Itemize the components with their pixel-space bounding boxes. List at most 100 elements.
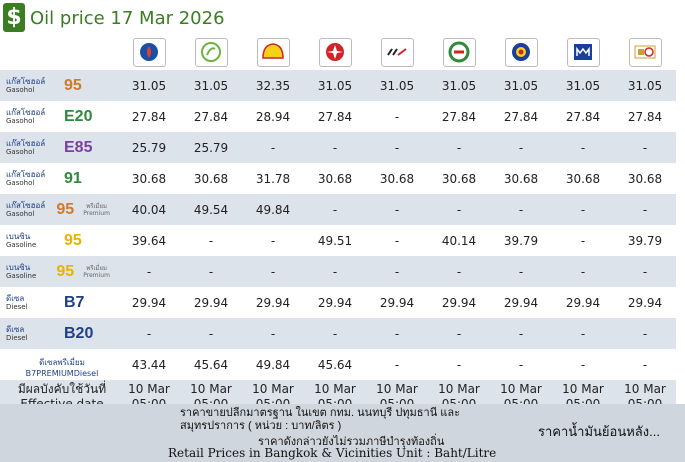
price-cell: 49.84 (255, 357, 291, 372)
fuel-grade: 95 (64, 231, 82, 249)
fuel-name: แก๊สโซฮอล์ Gasohol (6, 170, 64, 188)
fuel-thai-name: เบนซิน (6, 262, 31, 272)
price-cell: - (580, 233, 586, 248)
price-cell: - (304, 256, 366, 287)
price-cell: 29.94 (131, 295, 167, 310)
caltex-logo-icon (318, 37, 352, 67)
effective-date: 10 Mar (562, 382, 604, 396)
price-cell: - (180, 256, 242, 287)
price-cell: 31.05 (304, 70, 366, 101)
fuel-eng-name: B7PREMIUMDiesel (25, 368, 99, 378)
rangsit-logo-icon (628, 37, 662, 67)
effective-label-thai: มีผลบังคับใช้วันที่ (17, 382, 107, 396)
fuel-label: แก๊สโซฮอล์ Gasohol 91 (0, 163, 118, 194)
fuel-badge: แก๊สโซฮอล์ Gasohol 95 พรีเมี่ยม Premium (0, 194, 118, 225)
price-cell: 27.84 (441, 109, 477, 124)
fuel-label: เบนซิน Gasoline 95 (0, 225, 118, 256)
fuel-grade: 91 (64, 169, 82, 187)
effective-date: 10 Mar (314, 382, 356, 396)
fuel-thai-name: แก๊สโซฮอล์ (6, 169, 46, 179)
brand-cell (304, 34, 366, 70)
fuel-name: แก๊สโซฮอล์ Gasohol (6, 77, 64, 95)
fuel-eng-name: Gasohol (6, 85, 35, 94)
fuel-badge: แก๊สโซฮอล์ Gasohol E85 (0, 132, 118, 163)
price-cell: 31.05 (180, 70, 242, 101)
price-cell: 45.64 (317, 357, 353, 372)
price-cell: 40.14 (441, 233, 477, 248)
brand-cell (552, 34, 614, 70)
irpc-logo-icon (380, 37, 414, 67)
fuel-name: ดีเซล Diesel (6, 294, 64, 312)
fuel-thai-name: ดีเซลพรีเมี่ยม (39, 357, 85, 367)
fuel-thai-name: แก๊สโซฮอล์ (6, 138, 46, 148)
fuel-eng-name: Gasoline (6, 271, 37, 280)
price-cell: - (490, 318, 552, 349)
header: $ Oil price 17 Mar 2026 (0, 0, 685, 36)
price-cell: 25.79 (118, 132, 180, 163)
price-cell: - (118, 318, 180, 349)
price-cell: - (614, 318, 676, 349)
price-cell: 31.05 (490, 70, 552, 101)
brand-cell (180, 34, 242, 70)
effective-date: 10 Mar (438, 382, 480, 396)
footer-note-tax: ราคาดังกล่าวยังไม่รวมภาษีบำรุงท้องถิ่น (258, 436, 445, 448)
fuel-grade: B20 (64, 324, 94, 342)
price-cell: 30.68 (503, 171, 539, 186)
price-cell: - (208, 233, 214, 248)
price-cell: - (428, 132, 490, 163)
price-cell: - (394, 357, 400, 372)
premium-tag: พรีเมี่ยม Premium (83, 264, 110, 279)
price-cell: 29.94 (503, 295, 539, 310)
price-cell: - (304, 194, 366, 225)
price-row: เบนซิน Gasoline 95 พรีเมี่ยม Premium - - - - - - -… (0, 256, 676, 287)
price-cell: - (614, 194, 676, 225)
price-cell: 39.79 (503, 233, 539, 248)
fuel-eng-name: Gasohol (6, 178, 35, 187)
price-cell: 31.78 (255, 171, 291, 186)
price-cell: 49.54 (180, 194, 242, 225)
price-cell: 29.94 (565, 295, 601, 310)
price-row: ดีเซล Diesel B20- - - - - - - - - (0, 318, 676, 349)
price-cell: - (366, 256, 428, 287)
price-cell: - (490, 194, 552, 225)
footer-note-standard-price: ราคาขายปลีกมาตรฐาน ในเขต กทม. นนทบุรี ปท… (180, 407, 461, 432)
price-cell: 31.05 (118, 70, 180, 101)
price-cell: 30.68 (441, 171, 477, 186)
brand-cell (242, 34, 304, 70)
price-row: ดีเซล Diesel B7 29.94 29.94 29.94 29.94 29.94 29… (0, 287, 676, 318)
fuel-thai-name: แก๊สโซฮอล์ (6, 76, 46, 86)
price-cell: 45.64 (193, 357, 229, 372)
fuel-grade: 95 (56, 200, 75, 218)
fuel-thai-name: ดีเซล (6, 293, 25, 303)
price-cell: 29.94 (379, 295, 415, 310)
price-cell: 28.94 (255, 109, 291, 124)
fuel-label: เบนซิน Gasoline 95 พรีเมี่ยม Premium (0, 256, 118, 287)
fuel-eng-name: Gasoline (6, 240, 37, 249)
fuel-badge: แก๊สโซฮอล์ Gasohol 95 (0, 70, 118, 101)
price-cell: - (304, 318, 366, 349)
fuel-name: เบนซิน Gasoline (6, 263, 56, 281)
dollar-fuel-logo-icon: $ (3, 3, 25, 32)
price-cell: 31.05 (366, 70, 428, 101)
fuel-thai-name: ดีเซล (6, 324, 25, 334)
price-cell: - (428, 256, 490, 287)
ptt-logo-icon (132, 37, 166, 67)
price-cell: - (366, 194, 428, 225)
fuel-label: แก๊สโซฮอล์ Gasohol E20 (0, 101, 118, 132)
price-cell: 29.94 (255, 295, 291, 310)
price-row: เบนซิน Gasoline 95 39.64- -49.51-40.14 39.79-… (0, 225, 676, 256)
price-cell: - (552, 256, 614, 287)
price-cell: 31.05 (552, 70, 614, 101)
price-cell: 40.04 (118, 194, 180, 225)
premium-tag: พรีเมี่ยม Premium (83, 202, 110, 217)
price-cell: - (270, 233, 276, 248)
price-cell: 27.84 (131, 109, 167, 124)
price-row: แก๊สโซฮอล์ Gasohol E85 25.79 25.79- - - - - - - (0, 132, 676, 163)
price-cell: 30.68 (627, 171, 663, 186)
bangchak-logo-icon (194, 37, 228, 67)
fuel-eng-name: Gasohol (6, 147, 35, 156)
price-cell: 49.51 (317, 233, 353, 248)
price-cell: 49.84 (242, 194, 304, 225)
price-history-link[interactable]: ราคาน้ำมันย้อนหลัง... (538, 424, 660, 439)
price-cell: 29.94 (317, 295, 353, 310)
